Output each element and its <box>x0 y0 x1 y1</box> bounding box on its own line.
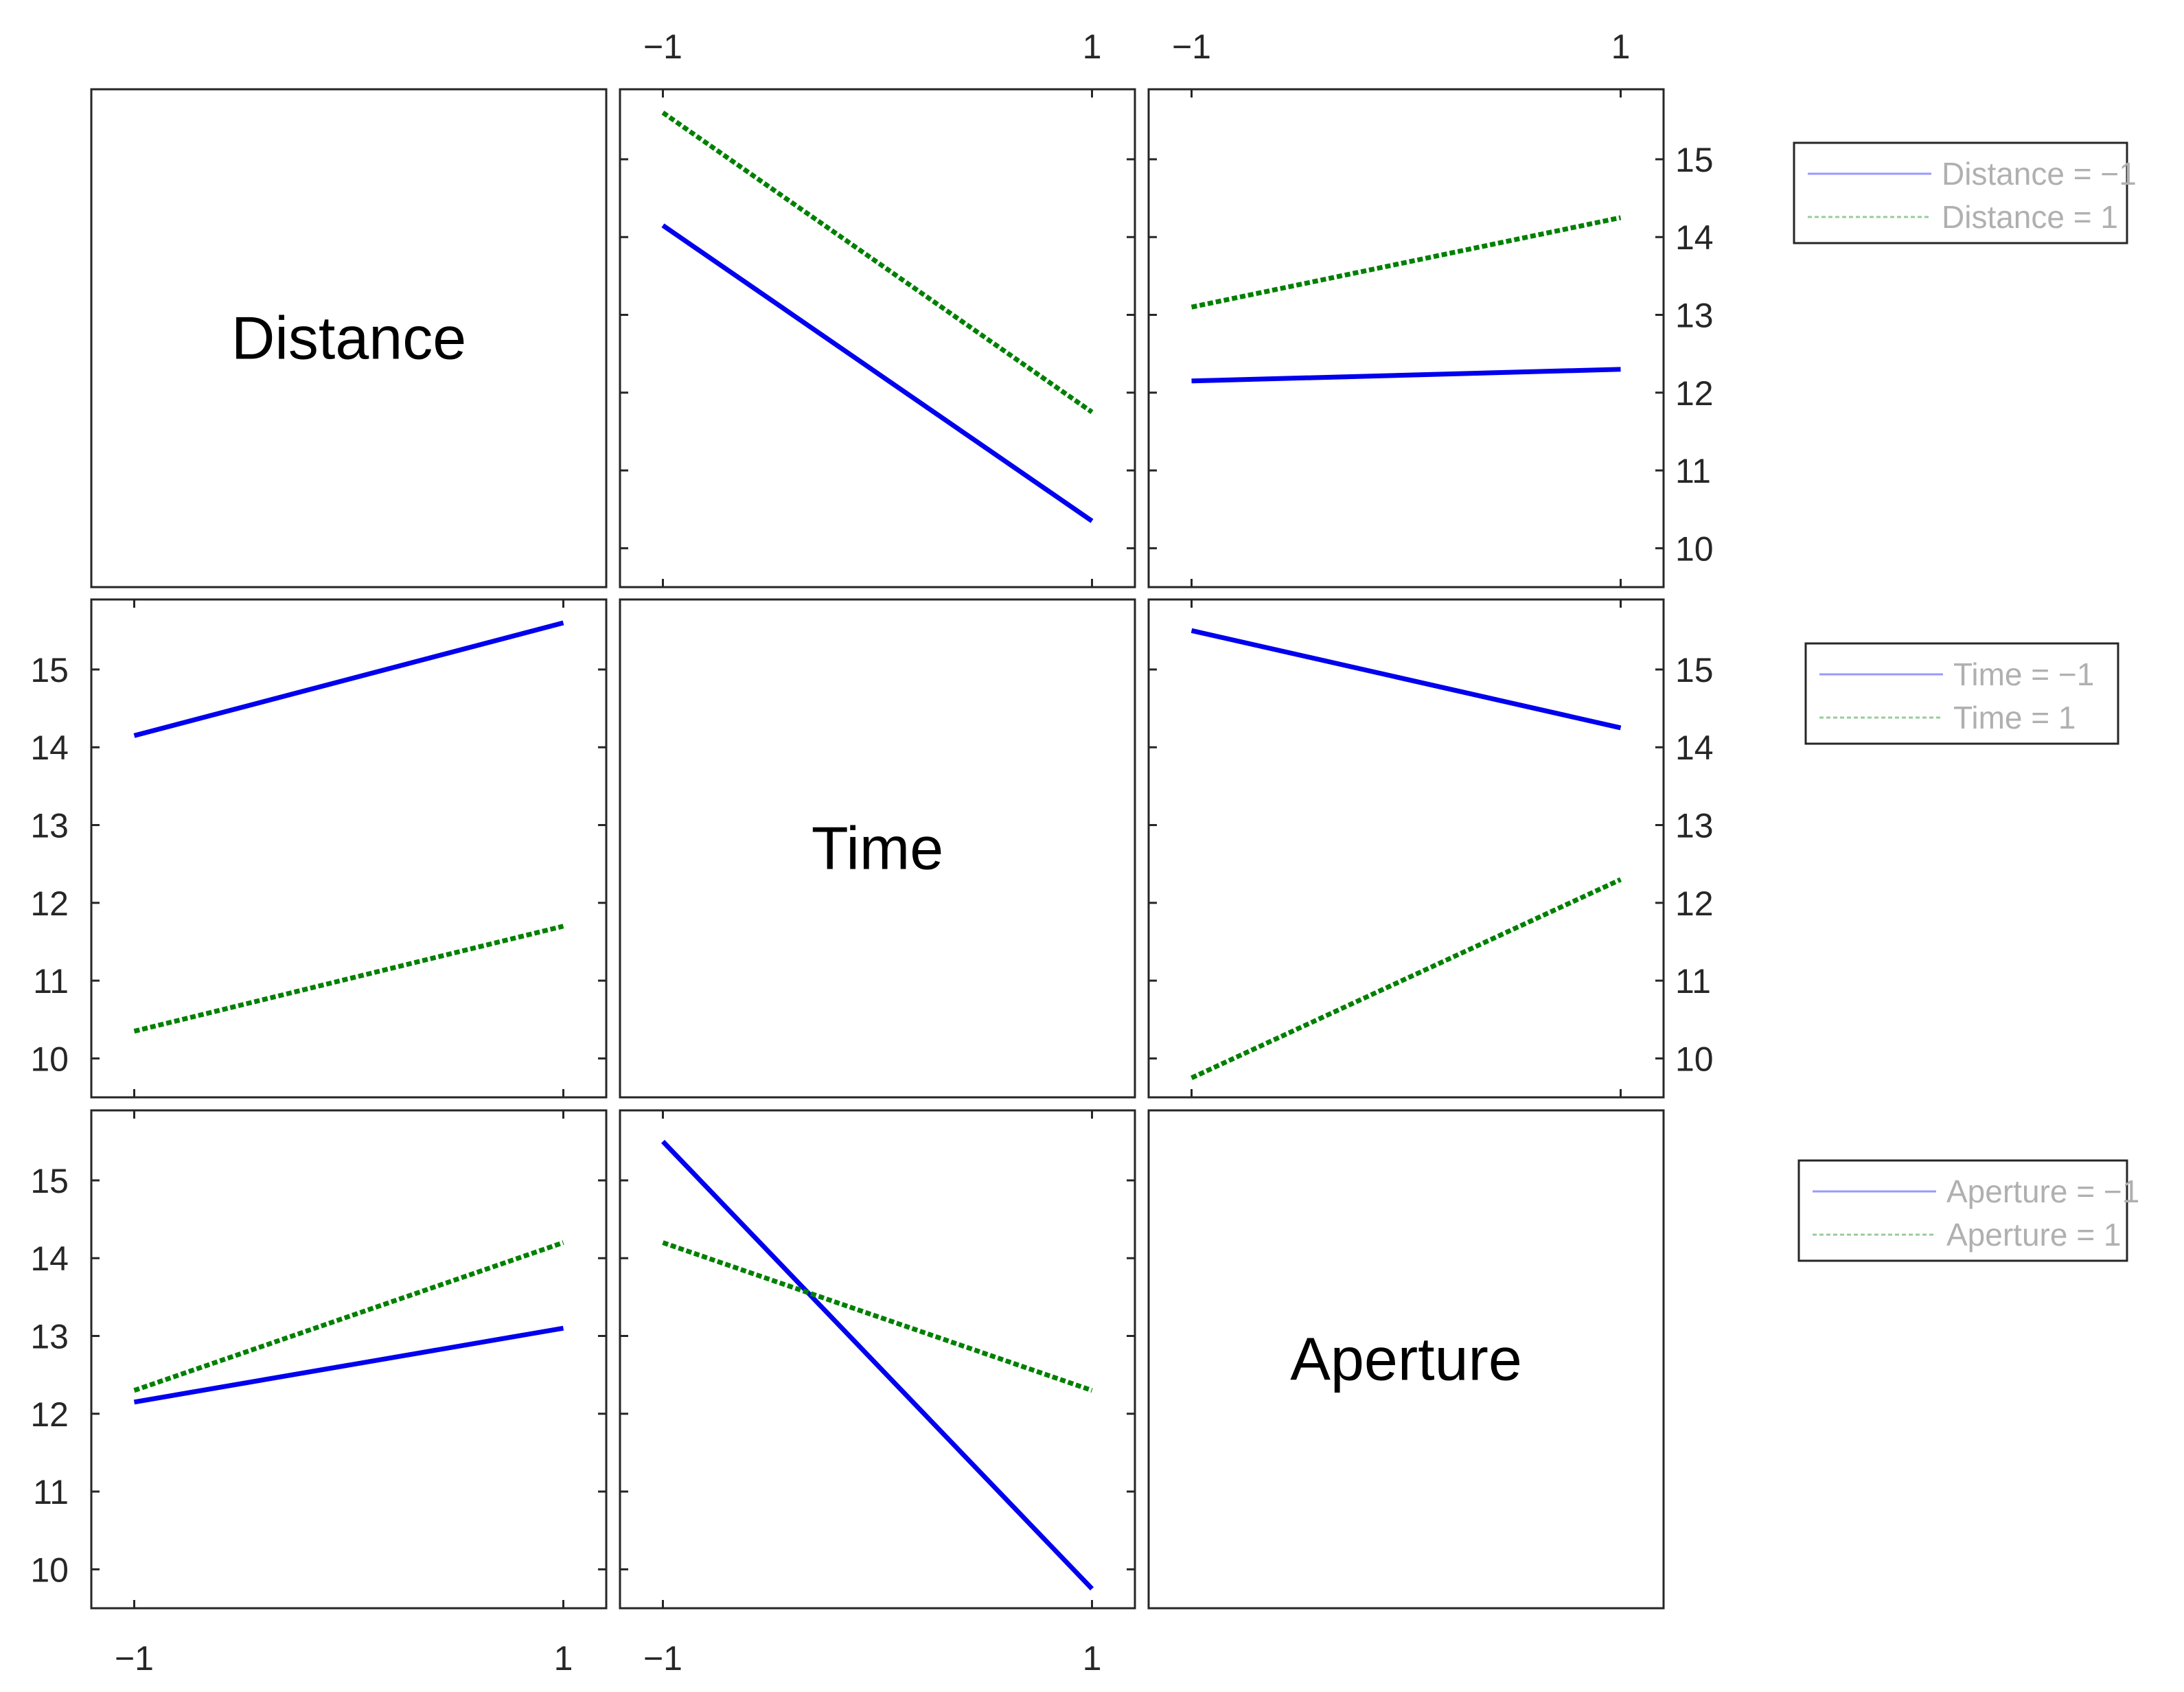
x-tick-label-bottom: 1 <box>1083 1639 1102 1678</box>
y-tick-label-left: 14 <box>30 729 69 767</box>
series-line-r2c0-plus <box>133 1240 564 1393</box>
panel-0-2 <box>1147 88 1665 588</box>
y-tick-label-right: 15 <box>1675 141 1714 179</box>
y-tick-label-left: 10 <box>30 1551 69 1589</box>
panel-0-1 <box>619 88 1136 588</box>
legends-layer: Distance = −1 Distance = 1 Time = −1 Time =… <box>1793 141 2139 1262</box>
x-tick-label-bottom: −1 <box>115 1639 154 1678</box>
y-tick-label-right: 13 <box>1675 807 1714 845</box>
y-tick-label-left: 13 <box>30 807 69 845</box>
legend-entry-label: Distance = −1 <box>1942 156 2137 192</box>
panel-2-1 <box>619 1109 1136 1610</box>
legend-entry-label: Aperture = 1 <box>1946 1217 2121 1253</box>
series-line-r0c1-plus <box>661 111 1094 414</box>
y-tick-label-right: 15 <box>1675 651 1714 689</box>
y-tick-label-right: 13 <box>1675 297 1714 335</box>
legend-entry-label: Time = 1 <box>1953 700 2076 735</box>
legend-box-1 <box>1804 642 2119 745</box>
y-tick-label-left: 11 <box>33 1473 69 1511</box>
y-tick-label-left: 13 <box>30 1318 69 1356</box>
y-tick-label-right: 11 <box>1675 962 1711 1001</box>
y-tick-label-left: 15 <box>30 651 69 689</box>
panels-layer: Distance Time Aperture <box>90 88 1665 1610</box>
y-tick-label-right: 10 <box>1675 529 1714 568</box>
legend-box-2 <box>1797 1159 2128 1262</box>
series-line-r1c0-minus <box>133 620 564 738</box>
x-tick-label-top: −1 <box>643 27 682 66</box>
series-line-r2c0-minus <box>133 1325 564 1405</box>
series-line-r2c1-minus <box>660 1139 1094 1591</box>
y-tick-label-left: 10 <box>30 1040 69 1078</box>
series-line-r0c1-minus <box>661 223 1094 523</box>
x-tick-label-top: 1 <box>1611 27 1631 66</box>
panel-1-1 <box>619 598 1136 1099</box>
y-tick-label-left: 14 <box>30 1239 69 1278</box>
y-tick-label-right: 12 <box>1675 374 1714 413</box>
factor-label-distance: Distance <box>231 304 466 372</box>
legend-box-0 <box>1793 141 2128 244</box>
y-tick-label-left: 12 <box>30 884 69 923</box>
x-tick-label-top: −1 <box>1172 27 1211 66</box>
y-tick-label-right: 10 <box>1675 1040 1714 1078</box>
y-tick-label-right: 11 <box>1675 452 1711 490</box>
factor-label-time: Time <box>812 814 943 882</box>
x-tick-label-bottom: 1 <box>554 1639 573 1678</box>
y-tick-label-right: 14 <box>1675 218 1714 257</box>
legend-entry-label: Aperture = −1 <box>1946 1174 2139 1209</box>
legend-entry-label: Time = −1 <box>1953 656 2094 692</box>
series-line-r0c2-plus <box>1191 215 1622 310</box>
panel-2-0 <box>90 1109 608 1610</box>
ticks-layer: −1 1 −1 1 −1 1 −1 1 10 11 12 13 14 15 10 11 12 13 14 15 10 11… <box>30 27 1713 1678</box>
y-tick-label-left: 11 <box>33 962 69 1001</box>
y-tick-label-right: 12 <box>1675 884 1714 923</box>
panel-0-0 <box>90 88 608 588</box>
x-tick-label-top: 1 <box>1083 27 1102 66</box>
y-tick-label-left: 15 <box>30 1162 69 1200</box>
panel-1-2 <box>1147 598 1665 1099</box>
panel-2-2 <box>1147 1109 1665 1610</box>
legend-entry-label: Distance = 1 <box>1942 199 2118 235</box>
series-line-r2c1-plus <box>662 1240 1093 1393</box>
factor-label-aperture: Aperture <box>1290 1325 1522 1393</box>
series-line-r1c2-minus <box>1191 628 1622 731</box>
series-line-r0c2-minus <box>1191 367 1621 384</box>
x-tick-label-bottom: −1 <box>643 1639 682 1678</box>
panel-1-0 <box>90 598 608 1099</box>
y-tick-label-left: 12 <box>30 1395 69 1434</box>
lines-layer <box>133 111 1622 1591</box>
series-line-r1c2-plus <box>1191 877 1622 1080</box>
y-tick-label-right: 14 <box>1675 729 1714 767</box>
